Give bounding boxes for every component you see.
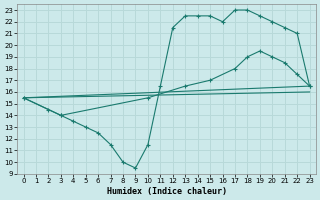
X-axis label: Humidex (Indice chaleur): Humidex (Indice chaleur) <box>107 187 227 196</box>
